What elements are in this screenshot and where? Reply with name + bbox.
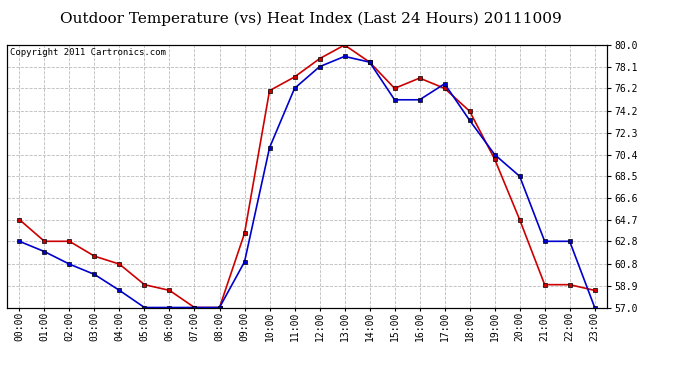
Text: Outdoor Temperature (vs) Heat Index (Last 24 Hours) 20111009: Outdoor Temperature (vs) Heat Index (Las… <box>59 11 562 26</box>
Text: Copyright 2011 Cartronics.com: Copyright 2011 Cartronics.com <box>10 48 166 57</box>
